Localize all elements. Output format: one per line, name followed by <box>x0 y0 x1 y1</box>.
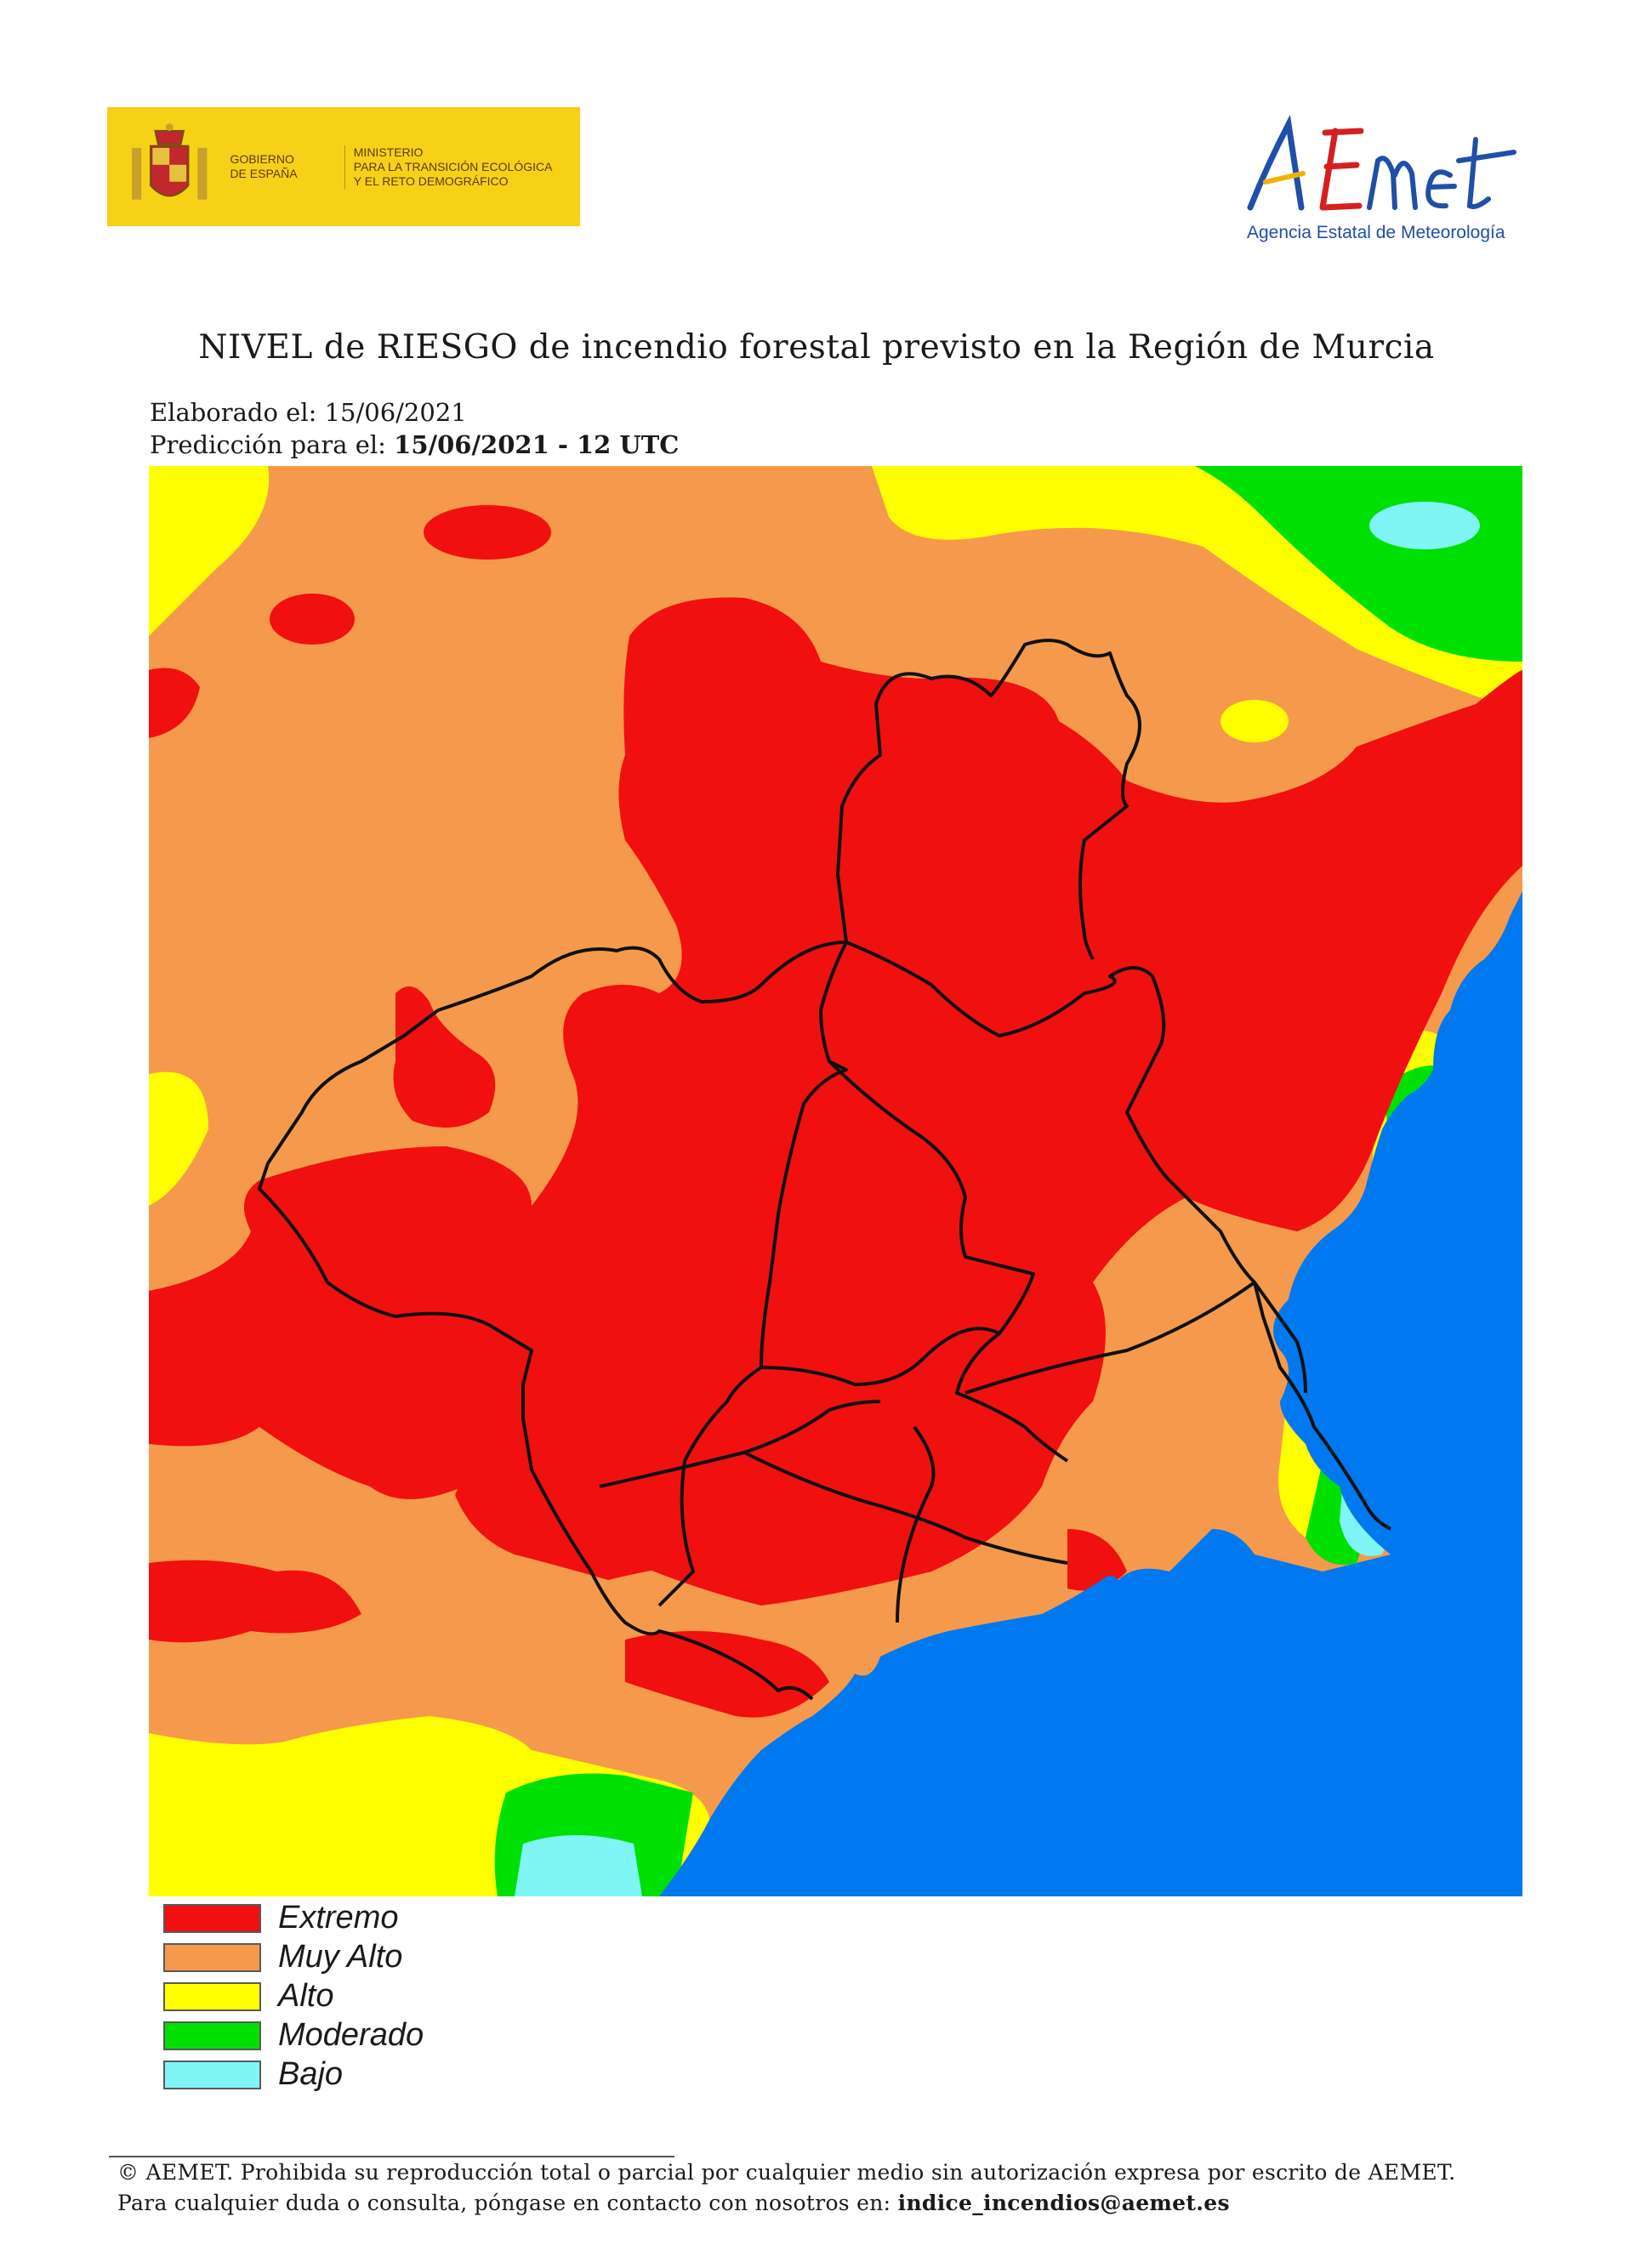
legend-swatch <box>163 2021 261 2050</box>
mediterranean-sea <box>659 891 1522 1896</box>
legend-label: Bajo <box>278 2056 344 2092</box>
gobierno-text: GOBIERNO DE ESPAÑA <box>230 152 298 180</box>
page-title: NIVEL de RIESGO de incendio forestal pre… <box>198 328 1435 367</box>
prediccion-line: Predicción para el: 15/06/2021 - 12 UTC <box>150 430 679 459</box>
fire-risk-map <box>149 466 1522 1896</box>
prediccion-label: Predicción para el: <box>150 430 395 459</box>
elaborado-line: Elaborado el: 15/06/2021 <box>150 398 467 427</box>
footer-contact-label: Para cualquier duda o consulta, póngase … <box>117 2191 898 2215</box>
legend-swatch <box>163 1904 261 1933</box>
footer-contact: Para cualquier duda o consulta, póngase … <box>117 2191 1230 2215</box>
legend-swatch <box>163 1982 261 2011</box>
aemet-logo <box>1247 114 1516 211</box>
footer-divider <box>109 2156 674 2157</box>
fire-risk-map-svg <box>149 466 1522 1896</box>
coat-of-arms-icon <box>132 123 208 200</box>
zone-extremo <box>149 505 1522 1718</box>
elaborado-date: 15/06/2021 <box>324 398 467 427</box>
legend-swatch <box>163 2061 261 2089</box>
contact-email-link[interactable]: indice_incendios@aemet.es <box>897 2191 1230 2215</box>
elaborado-label: Elaborado el: <box>150 398 325 427</box>
gobierno-espana-logo: GOBIERNO DE ESPAÑA MINISTERIO PARA LA TR… <box>107 107 580 226</box>
legend-label: Alto <box>278 1978 334 2014</box>
legend-label: Extremo <box>278 1900 399 1935</box>
legend-label: Muy Alto <box>278 1939 403 1975</box>
prediccion-date: 15/06/2021 - 12 UTC <box>394 430 680 459</box>
aemet-subtitle: Agencia Estatal de Meteorología <box>1247 223 1505 242</box>
ministerio-text: MINISTERIO PARA LA TRANSICIÓN ECOLÓGICA … <box>344 145 580 189</box>
legend-label: Moderado <box>278 2017 424 2053</box>
legend-swatch <box>163 1943 261 1972</box>
region-borders <box>258 639 1391 1701</box>
footer-copyright: © AEMET. Prohibida su reproducción total… <box>117 2160 1456 2185</box>
